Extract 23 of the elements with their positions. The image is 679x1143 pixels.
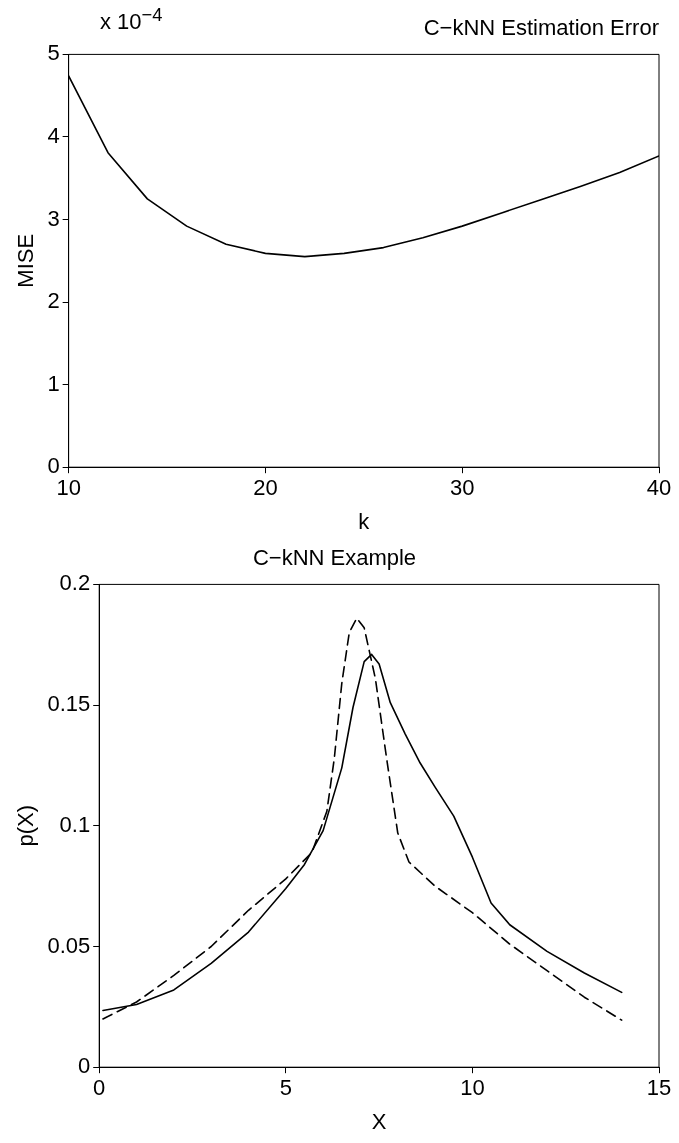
y-tick-label: 4 bbox=[47, 123, 60, 149]
y-tick-label: 0.2 bbox=[59, 570, 91, 596]
x-axis-title: X bbox=[371, 1108, 387, 1134]
x-tick-label: 10 bbox=[460, 1075, 485, 1101]
y-tick-label: 0.1 bbox=[59, 811, 91, 837]
y-axis-title: p(X) bbox=[13, 805, 39, 847]
y-tick-label: 0.15 bbox=[47, 691, 91, 717]
x-tick-label: 40 bbox=[646, 475, 672, 501]
chart-title: C−kNN Example bbox=[252, 545, 417, 571]
y-tick-label: 0 bbox=[77, 1053, 91, 1079]
y-tick-label: 0.05 bbox=[47, 932, 91, 958]
x-tick-label: 5 bbox=[279, 1075, 292, 1101]
y-axis-title: MISE bbox=[13, 233, 39, 288]
y-tick-label: 3 bbox=[47, 205, 60, 231]
x-tick-label: 15 bbox=[646, 1075, 672, 1101]
y-tick-label: 1 bbox=[47, 370, 60, 396]
x-axis-title: k bbox=[358, 508, 371, 534]
text: x 10$^{−4}$ bbox=[100, 4, 163, 36]
y-tick-label: 2 bbox=[47, 288, 60, 314]
x-tick-label: 30 bbox=[449, 475, 475, 501]
chart-title: C−kNN Estimation Error bbox=[423, 15, 659, 41]
y-tick-label: 5 bbox=[47, 40, 60, 66]
x-tick-label: 20 bbox=[253, 475, 278, 501]
